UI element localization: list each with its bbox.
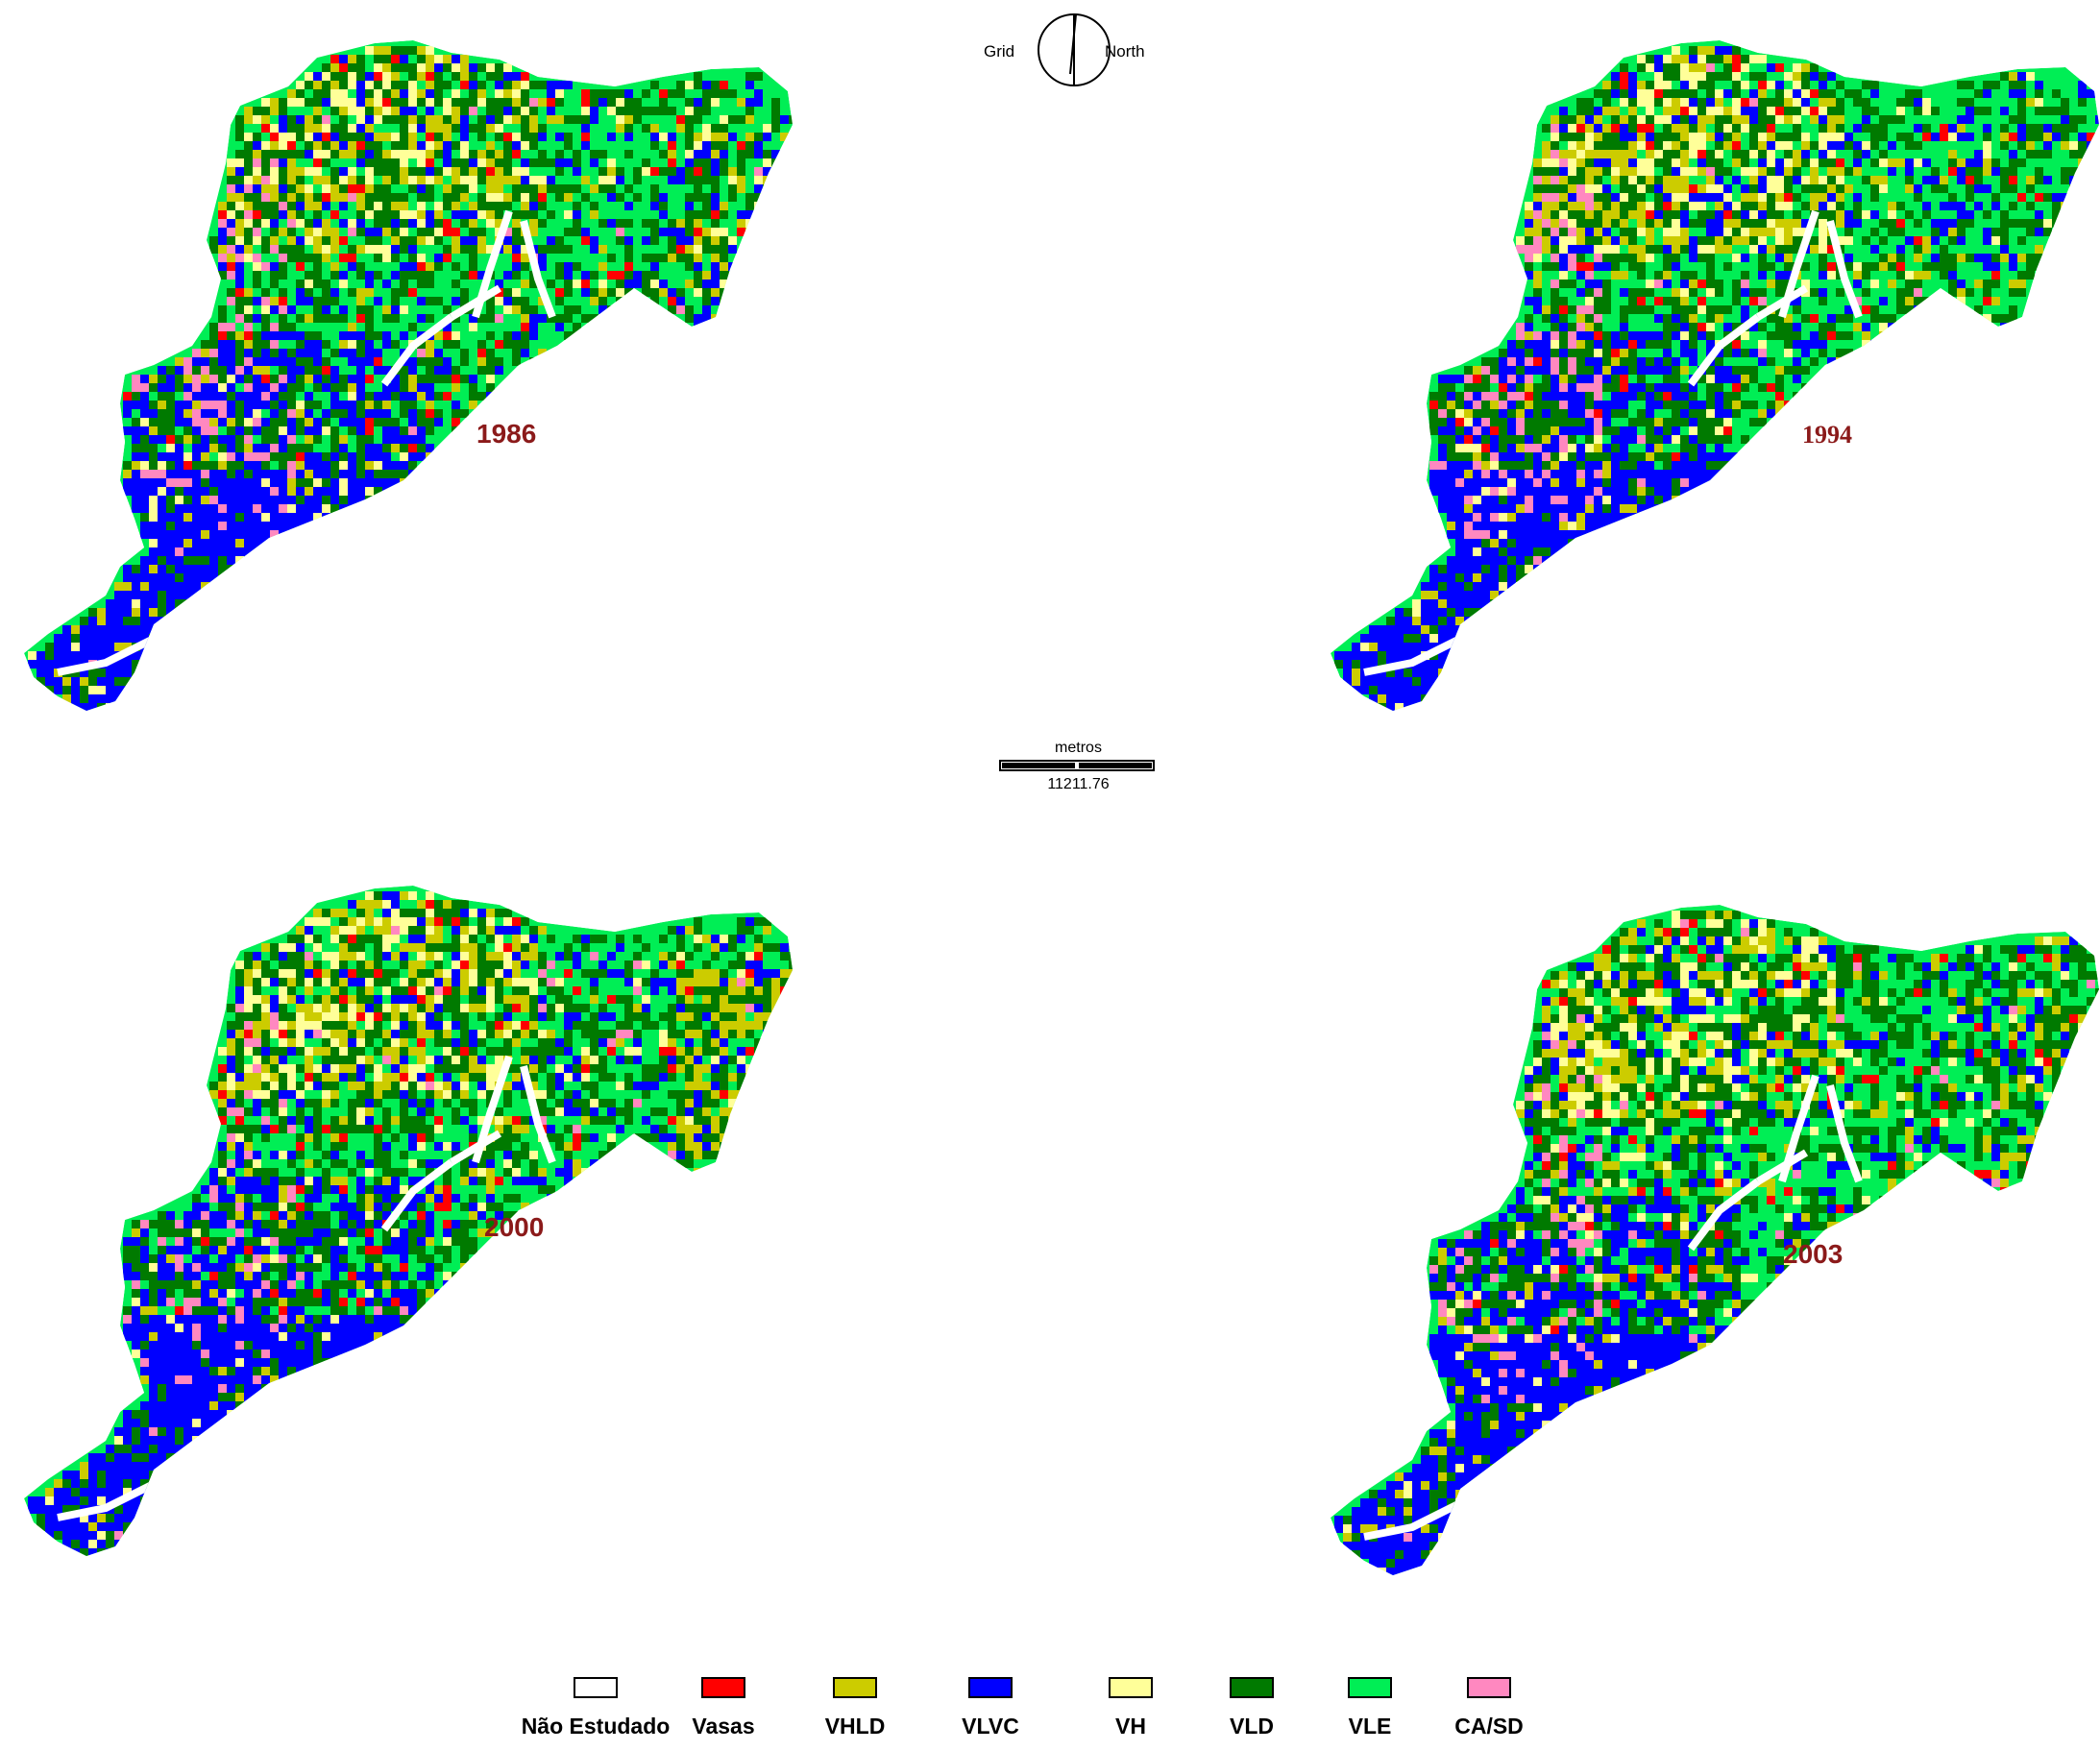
legend-item-vlvc: VLVC (914, 1671, 1067, 1739)
compass-north-label: North (1105, 42, 1145, 61)
year-label-2003: 2003 (1783, 1239, 1844, 1269)
legend-item-nao-estudado: Não Estudado (519, 1671, 672, 1739)
year-label-1986: 1986 (476, 419, 537, 449)
map-1986 (0, 0, 826, 730)
legend-label: VH (1115, 1714, 1146, 1739)
legend-label: VLE (1348, 1714, 1392, 1739)
legend-label: VLVC (962, 1714, 1019, 1739)
legend-swatch (1230, 1677, 1274, 1698)
legend-swatch (1348, 1677, 1392, 1698)
legend-label: CA/SD (1454, 1714, 1524, 1739)
legend-item-ca-sd: CA/SD (1412, 1671, 1566, 1739)
scale-unit: metros (1055, 740, 1102, 756)
scale-bar-graphic (999, 760, 1155, 771)
compass-icon (1038, 13, 1111, 86)
land-cover-map (1331, 40, 2099, 711)
legend: Não Estudado Vasas VHLD VLVC VH VLD VLE … (519, 1671, 1614, 1748)
legend-item-vhld: VHLD (778, 1671, 932, 1739)
north-arrow: Grid North (968, 2, 1160, 98)
map-2000 (0, 807, 826, 1594)
map-2003 (1326, 807, 2100, 1594)
map-1994 (1326, 0, 2100, 730)
land-cover-map (24, 40, 793, 711)
scale-value: 11211.76 (1047, 776, 1110, 792)
legend-swatch (833, 1677, 877, 1698)
legend-label: Não Estudado (521, 1714, 671, 1739)
land-cover-map (24, 886, 793, 1556)
legend-item-vle: VLE (1293, 1671, 1447, 1739)
year-label-2000: 2000 (484, 1212, 545, 1242)
legend-label: VHLD (824, 1714, 886, 1739)
compass-grid-label: Grid (984, 42, 1015, 61)
legend-swatch (701, 1677, 745, 1698)
scale-bar: metros 11211.76 (999, 740, 1158, 797)
year-label-1994: 1994 (1802, 421, 1852, 449)
legend-swatch (1109, 1677, 1153, 1698)
land-cover-map (1331, 905, 2099, 1575)
legend-item-vh: VH (1054, 1671, 1208, 1739)
legend-label: VLD (1230, 1714, 1274, 1739)
legend-item-vld: VLD (1175, 1671, 1329, 1739)
legend-label: Vasas (692, 1714, 755, 1739)
legend-item-vasas: Vasas (647, 1671, 800, 1739)
legend-swatch (1467, 1677, 1511, 1698)
legend-swatch (968, 1677, 1013, 1698)
legend-swatch (574, 1677, 618, 1698)
